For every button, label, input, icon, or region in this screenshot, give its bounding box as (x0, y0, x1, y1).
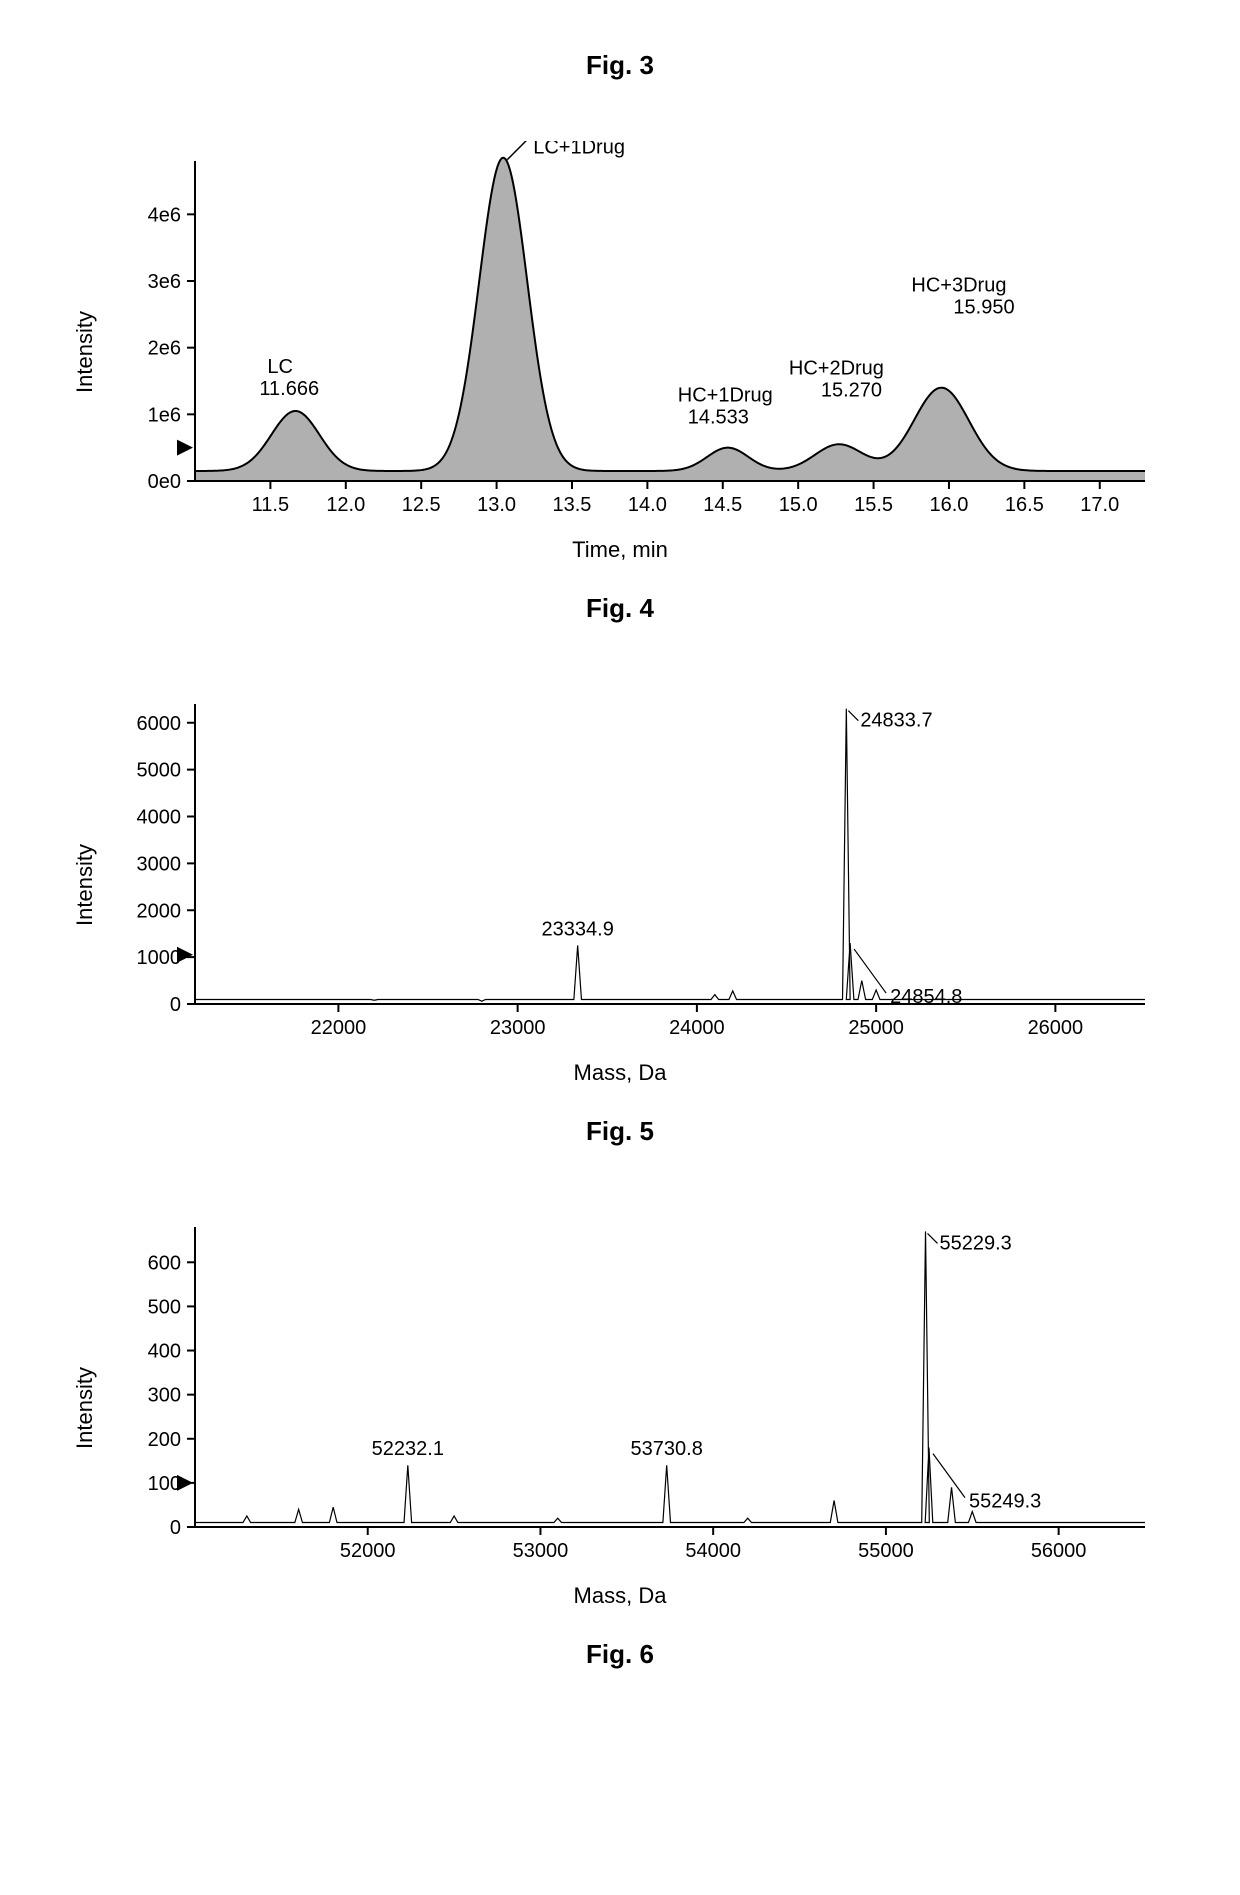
svg-text:12.0: 12.0 (326, 494, 365, 516)
svg-text:5000: 5000 (137, 760, 182, 782)
svg-text:14.0: 14.0 (628, 494, 667, 516)
svg-text:15.5: 15.5 (854, 494, 893, 516)
svg-text:1e6: 1e6 (148, 404, 181, 426)
svg-text:26000: 26000 (1028, 1017, 1084, 1039)
svg-text:0e0: 0e0 (148, 471, 181, 493)
svg-text:12.5: 12.5 (402, 494, 441, 516)
svg-text:HC+3Drug: HC+3Drug (911, 275, 1006, 297)
fig5-title: Fig. 5 (20, 1116, 1220, 1147)
svg-text:56000: 56000 (1031, 1540, 1087, 1562)
svg-text:23334.9: 23334.9 (542, 918, 614, 940)
x-axis-label-3: Time, min (95, 537, 1145, 563)
svg-text:15.0: 15.0 (779, 494, 818, 516)
svg-text:55229.3: 55229.3 (940, 1232, 1012, 1254)
svg-text:100: 100 (148, 1473, 181, 1495)
svg-text:2e6: 2e6 (148, 338, 181, 360)
svg-text:15.270: 15.270 (821, 379, 882, 401)
svg-text:0: 0 (170, 994, 181, 1016)
fig6-title: Fig. 6 (20, 1639, 1220, 1670)
svg-text:0: 0 (170, 1517, 181, 1539)
svg-text:24000: 24000 (669, 1017, 725, 1039)
svg-text:11.5: 11.5 (252, 494, 289, 516)
y-axis-label-4: Intensity (72, 844, 98, 926)
svg-text:15.950: 15.950 (953, 297, 1014, 319)
fig3-title: Fig. 3 (20, 50, 1220, 81)
svg-text:52000: 52000 (340, 1540, 396, 1562)
svg-text:14.5: 14.5 (703, 494, 742, 516)
svg-text:25000: 25000 (848, 1017, 904, 1039)
svg-text:52232.1: 52232.1 (372, 1438, 444, 1460)
svg-text:24833.7: 24833.7 (860, 710, 932, 732)
svg-text:16.0: 16.0 (929, 494, 968, 516)
mass-spectrum-chart-5: Intensity 520005300054000550005600001002… (95, 1207, 1145, 1609)
svg-text:300: 300 (148, 1385, 181, 1407)
svg-text:24854.8: 24854.8 (890, 986, 962, 1008)
svg-text:53730.8: 53730.8 (631, 1438, 703, 1460)
chromatogram-chart: Intensity 11.512.012.513.013.514.014.515… (95, 141, 1145, 563)
chart5-svg: 52000 53000 54000 55000 56000 0 100 200 300 400 50… (95, 1207, 1165, 1577)
svg-text:54000: 54000 (685, 1540, 741, 1562)
svg-text:55249.3: 55249.3 (969, 1491, 1041, 1513)
fig4-title: Fig. 4 (20, 593, 1220, 624)
chart4-svg: 22000 23000 24000 25000 26000 0 1000 2000 3000 40… (95, 684, 1165, 1054)
svg-text:200: 200 (148, 1429, 181, 1451)
svg-text:1000: 1000 (137, 947, 182, 969)
svg-text:500: 500 (148, 1296, 181, 1318)
y-axis-label-3: Intensity (72, 311, 98, 393)
svg-text:600: 600 (148, 1252, 181, 1274)
x-axis-label-5: Mass, Da (95, 1583, 1145, 1609)
svg-text:13.5: 13.5 (553, 494, 592, 516)
svg-text:LC: LC (267, 356, 293, 378)
svg-text:3000: 3000 (137, 853, 182, 875)
svg-text:4000: 4000 (137, 807, 182, 829)
mass-spectrum-chart-4: Intensity 220002300024000250002600001000… (95, 684, 1145, 1086)
svg-text:HC+2Drug: HC+2Drug (789, 357, 884, 379)
svg-text:4e6: 4e6 (148, 204, 181, 226)
svg-text:13.0: 13.0 (477, 494, 516, 516)
svg-text:LC+1Drug: LC+1Drug (533, 141, 625, 159)
svg-text:22000: 22000 (311, 1017, 367, 1039)
svg-text:400: 400 (148, 1341, 181, 1363)
svg-text:14.533: 14.533 (688, 407, 749, 429)
svg-text:3e6: 3e6 (148, 271, 181, 293)
svg-text:55000: 55000 (858, 1540, 914, 1562)
x-axis-label-4: Mass, Da (95, 1060, 1145, 1086)
svg-text:53000: 53000 (513, 1540, 569, 1562)
svg-text:2000: 2000 (137, 900, 182, 922)
y-axis-label-5: Intensity (72, 1367, 98, 1449)
svg-text:6000: 6000 (137, 713, 182, 735)
svg-text:11.666: 11.666 (259, 378, 319, 400)
chart3-svg: 11.5 12.0 12.5 13.0 13.5 14.0 14.5 15.0 15.5 16.0… (95, 141, 1165, 531)
svg-text:17.0: 17.0 (1080, 494, 1119, 516)
svg-text:23000: 23000 (490, 1017, 546, 1039)
svg-text:HC+1Drug: HC+1Drug (678, 385, 773, 407)
svg-text:16.5: 16.5 (1005, 494, 1044, 516)
